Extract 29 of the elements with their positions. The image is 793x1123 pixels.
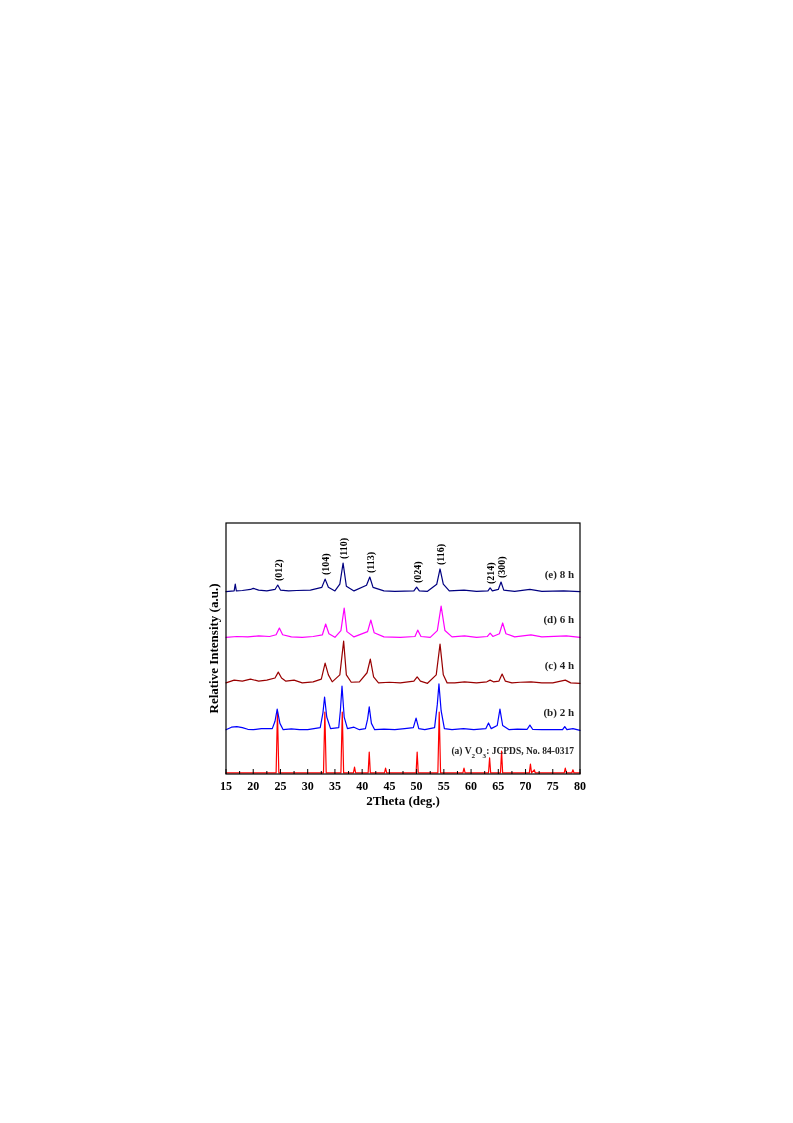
x-tick-label: 80	[574, 779, 586, 793]
x-tick-label: 15	[220, 779, 232, 793]
annotation: (300)	[496, 556, 509, 579]
x-tick-label: 60	[465, 779, 478, 793]
x-tick-label: 50	[410, 779, 423, 793]
series-label: (b) 2 h	[543, 706, 574, 720]
annotation: (110)	[338, 537, 351, 560]
x-tick-label: 55	[437, 779, 450, 793]
y-axis-title: Relative Intensity (a.u.)	[206, 583, 221, 714]
annotation: (104)	[320, 553, 333, 576]
x-tick-label: 65	[492, 779, 505, 793]
x-tick-label: 75	[546, 779, 559, 793]
x-tick-label: 45	[383, 779, 396, 793]
x-tick-label: 35	[328, 779, 341, 793]
x-tick-label: 30	[301, 779, 314, 793]
annotation: (012)	[272, 559, 285, 582]
annotation: (214)	[485, 562, 498, 584]
series-label: (e) 8 h	[544, 567, 574, 581]
x-tick-label: 40	[356, 779, 369, 793]
x-tick-label: 70	[519, 779, 532, 793]
x-tick-label: 20	[247, 779, 260, 793]
x-axis-title: 2Theta (deg.)	[366, 793, 440, 808]
series-label: (a) V$_{2}$O$_{3}$: JCPDS, No. 84-0317	[451, 745, 575, 760]
annotation: (024)	[411, 561, 424, 584]
series-label: (d) 6 h	[543, 613, 574, 627]
annotation: (116)	[435, 543, 448, 565]
series-label: (c) 4 h	[544, 659, 574, 673]
annotation: (113)	[364, 551, 377, 573]
x-tick-label: 25	[274, 779, 287, 793]
